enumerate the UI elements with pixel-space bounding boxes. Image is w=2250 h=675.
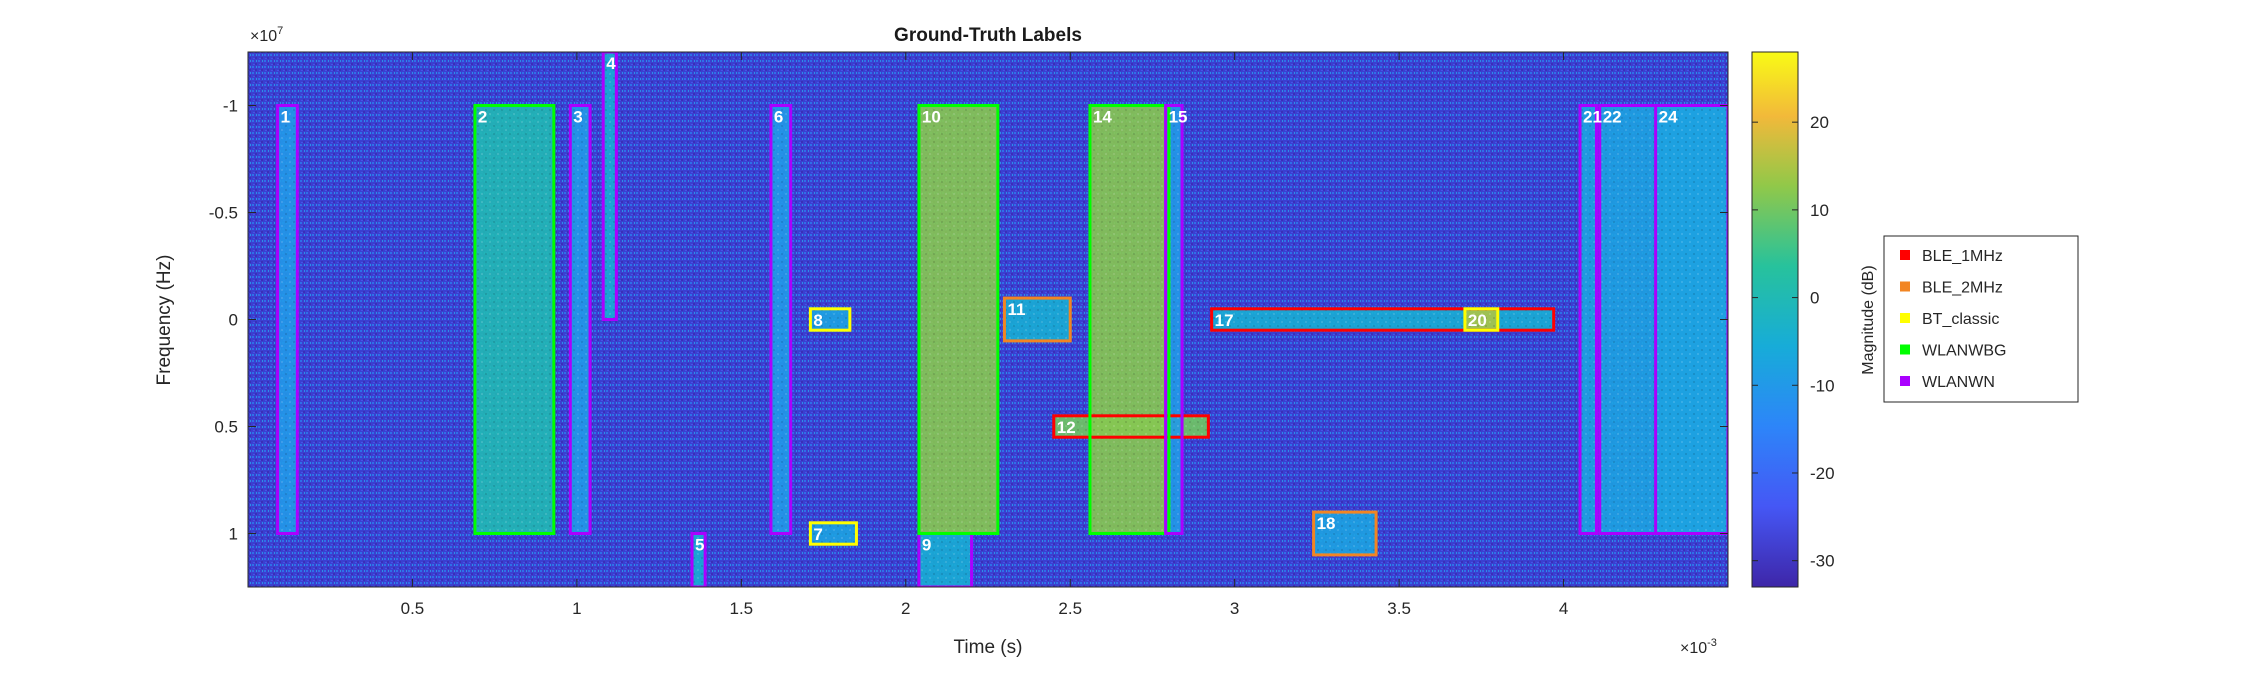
legend-swatch-WLANWN (1900, 376, 1910, 386)
y-tick-label: 0 (229, 311, 238, 330)
label-number-17: 17 (1215, 311, 1234, 330)
colorbar-tick-label: -10 (1810, 376, 1835, 395)
legend-label-WLANWN: WLANWN (1922, 374, 1995, 391)
label-number-2: 2 (478, 108, 487, 127)
legend-swatch-BLE_1MHz (1900, 250, 1910, 260)
signal-texture-11 (1004, 298, 1071, 341)
label-number-12: 12 (1057, 418, 1076, 437)
x-tick-label: 1 (572, 599, 581, 618)
signal-texture-5 (692, 533, 706, 587)
signal-texture-24 (1655, 105, 1728, 534)
y-tick-label: -1 (223, 97, 238, 116)
x-tick-label: 4 (1559, 599, 1568, 618)
label-box-18 (1312, 510, 1378, 557)
y-tick-label: 1 (229, 525, 238, 544)
y-tick-label: 0.5 (214, 418, 238, 437)
colorbar-tick-label: 0 (1810, 289, 1819, 308)
label-number-8: 8 (813, 311, 822, 330)
signal-texture-17 (1211, 308, 1554, 331)
label-number-20: 20 (1468, 311, 1487, 330)
y-tick-label: -0.5 (209, 204, 238, 223)
colorbar-tick-label: 10 (1810, 201, 1829, 220)
chart-title: Ground-Truth Labels (894, 25, 1082, 46)
label-box-14 (1088, 104, 1171, 535)
label-number-7: 7 (813, 525, 822, 544)
label-box-20 (1463, 307, 1500, 332)
y-axis-label: Frequency (Hz) (154, 255, 175, 386)
signal-texture-9 (918, 533, 972, 587)
x-tick-label: 3.5 (1387, 599, 1411, 618)
label-box-5 (690, 532, 707, 587)
legend-label-WLANWBG: WLANWBG (1922, 343, 2006, 360)
legend-label-BT_classic: BT_classic (1922, 311, 1999, 328)
y-exponent: ×107 (250, 25, 283, 45)
label-number-21: 21 (1583, 108, 1602, 127)
label-number-6: 6 (774, 108, 783, 127)
legend-label-BLE_2MHz: BLE_2MHz (1922, 280, 2003, 297)
x-tick-label: 2 (901, 599, 910, 618)
label-box-2 (473, 104, 556, 535)
x-axis-label: Time (s) (954, 637, 1023, 658)
colorbar-tick-label: -30 (1810, 552, 1835, 571)
colorbar (1751, 51, 1799, 588)
label-number-18: 18 (1317, 514, 1336, 533)
label-box-8 (808, 307, 852, 332)
colorbar-tick-label: 20 (1810, 113, 1829, 132)
signal-texture-3 (570, 105, 591, 534)
legend-swatch-BLE_2MHz (1900, 281, 1910, 292)
x-tick-label: 2.5 (1058, 599, 1082, 618)
label-number-11: 11 (1007, 300, 1025, 319)
x-tick-label: 3 (1230, 599, 1239, 618)
label-box-17 (1210, 307, 1556, 332)
label-box-4 (601, 52, 618, 321)
label-box-21 (1578, 104, 1598, 535)
label-number-10: 10 (922, 108, 941, 127)
label-box-1 (276, 104, 299, 535)
signal-texture-20 (1464, 308, 1498, 331)
label-box-3 (568, 104, 592, 535)
label-number-24: 24 (1659, 108, 1678, 127)
label-box-6 (769, 104, 793, 535)
legend-swatch-BT_classic (1900, 313, 1910, 323)
label-number-1: 1 (281, 108, 290, 127)
label-number-22: 22 (1603, 108, 1622, 127)
signal-texture-2 (474, 105, 554, 534)
signal-texture-21 (1580, 105, 1597, 534)
colorbar-label: Magnitude (dB) (1860, 265, 1877, 374)
label-box-12 (1052, 414, 1210, 439)
signal-texture-14 (1089, 105, 1169, 534)
label-box-11 (1002, 296, 1072, 343)
signal-texture-7 (810, 522, 857, 545)
x-tick-label: 0.5 (401, 599, 425, 618)
label-box-7 (808, 521, 858, 546)
label-box-15 (1164, 104, 1184, 535)
label-number-15: 15 (1169, 108, 1188, 127)
colorbar-tick-label: -20 (1810, 464, 1835, 483)
signal-texture-8 (810, 308, 850, 331)
legend-box (1883, 235, 2079, 403)
label-number-9: 9 (922, 536, 931, 555)
signal-texture-1 (277, 105, 298, 534)
label-box-10 (917, 104, 1000, 535)
label-number-4: 4 (606, 54, 616, 73)
signal-texture-18 (1313, 512, 1377, 555)
legend-label-BLE_1MHz: BLE_1MHz (1922, 248, 2003, 265)
legend-swatch-WLANWBG (1900, 344, 1910, 355)
signal-texture-10 (918, 105, 998, 534)
x-tick-label: 1.5 (730, 599, 754, 618)
label-number-3: 3 (573, 108, 582, 127)
x-exponent: ×10-3 (1680, 637, 1717, 657)
signal-texture-4 (603, 52, 617, 320)
label-number-14: 14 (1093, 108, 1112, 127)
label-number-5: 5 (695, 536, 704, 555)
signal-texture-6 (770, 105, 791, 534)
